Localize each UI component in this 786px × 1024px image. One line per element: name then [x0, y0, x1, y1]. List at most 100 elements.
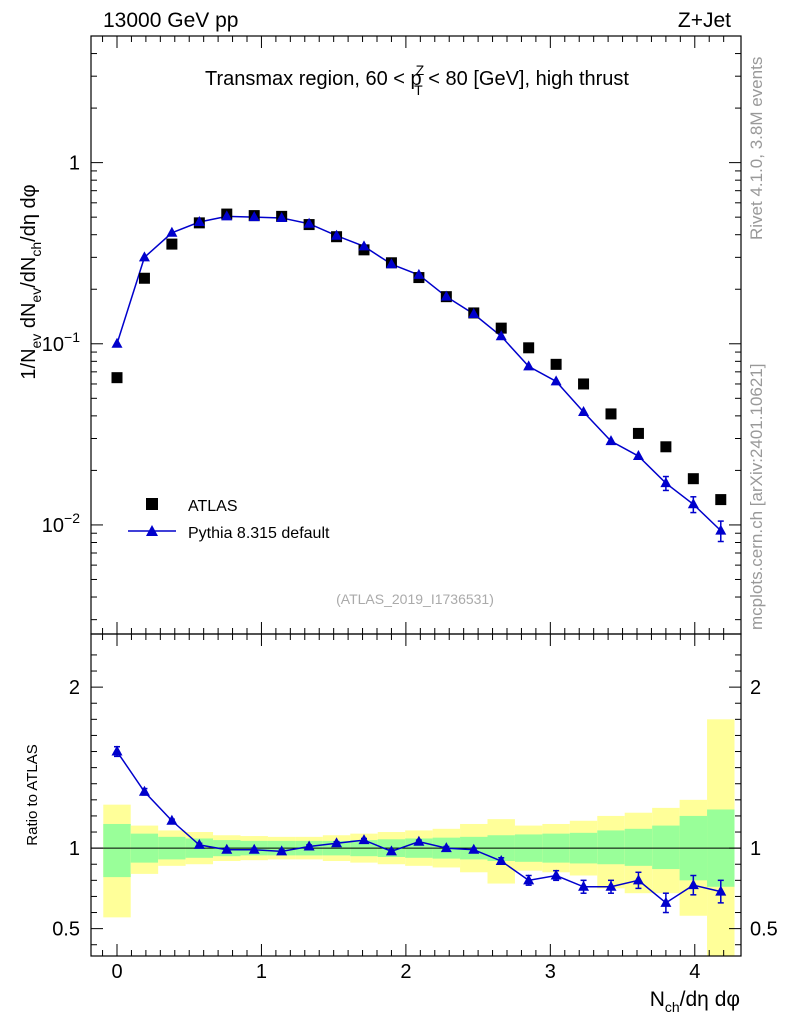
x-tick-label: 1	[256, 961, 267, 983]
x-tick-label: 3	[545, 961, 556, 983]
ratio-point	[632, 874, 644, 885]
ratio-point	[248, 843, 260, 854]
ratio-point	[358, 834, 370, 845]
ratio-inner-band	[597, 830, 625, 865]
main-y-tick-label: 10−1	[42, 329, 80, 356]
ratio-point	[715, 885, 727, 896]
main-axis-ticks: 1 10−1 10−2	[42, 35, 741, 634]
pythia-point	[385, 258, 397, 269]
main-y-axis-label: 1/Nev dNev/dNch/dη dφ	[18, 184, 44, 379]
ratio-point	[440, 842, 452, 853]
atlas-point	[578, 378, 590, 390]
ratio-plot-area	[111, 745, 727, 914]
atlas-point	[523, 342, 535, 354]
ratio-point	[495, 855, 507, 866]
main-y-tick-label: 10−2	[42, 510, 80, 537]
ratio-panel: 0.5 0.5 1 1 2 2 0 1 2 3 4 Ratio to ATLAS Nch/dη dφ	[24, 633, 778, 1015]
pythia-point	[193, 216, 205, 227]
process-label: Z+Jet	[678, 9, 731, 32]
main-panel: 1 10−1 10−2 Transmax region, 60 < pZ T < 80…	[18, 35, 742, 635]
rivet-label: Rivet 4.1.0, 3.8M events	[747, 57, 766, 240]
legend-pythia-label: Pythia 8.315 default	[188, 525, 330, 542]
ratio-axis-ticks: 0.5 0.5 1 1 2 2 0 1 2 3 4	[52, 634, 778, 983]
atlas-point	[550, 358, 562, 370]
ratio-inner-band	[652, 825, 680, 870]
ratio-y-tick-label-right: 1	[750, 838, 761, 860]
ratio-point	[166, 814, 178, 825]
ratio-point	[687, 879, 699, 890]
atlas-point	[111, 372, 123, 384]
ratio-frame	[90, 633, 742, 957]
x-tick-label: 4	[689, 961, 700, 983]
ratio-y-tick-label-left: 2	[69, 677, 80, 699]
ratio-point	[523, 874, 535, 885]
energy-label: 13000 GeV pp	[103, 9, 238, 32]
pythia-point	[248, 211, 260, 222]
main-plot-area	[111, 208, 727, 543]
x-tick-label: 0	[111, 961, 122, 983]
atlas-point	[166, 238, 178, 250]
pythia-point	[111, 337, 123, 348]
ratio-point	[138, 785, 150, 796]
pythia-point	[221, 210, 233, 221]
analysis-watermark: (ATLAS_2019_I1736531)	[336, 591, 494, 607]
pythia-line	[116, 215, 722, 532]
ratio-y-tick-label-left: 1	[69, 838, 80, 860]
pythia-point	[358, 240, 370, 251]
ratio-point	[303, 840, 315, 851]
ratio-y-tick-label-right: 2	[750, 677, 761, 699]
atlas-point	[495, 322, 507, 334]
ratio-point	[660, 896, 672, 907]
legend-atlas-marker	[146, 498, 158, 510]
pythia-point	[331, 229, 343, 240]
ratio-y-tick-label-left: 0.5	[52, 919, 80, 941]
ratio-point	[385, 845, 397, 856]
x-axis-label: Nch/dη dφ	[650, 988, 740, 1015]
atlas-point	[715, 494, 727, 506]
x-tick-label: 2	[400, 961, 411, 983]
ratio-point	[221, 843, 233, 854]
pythia-point	[303, 217, 315, 228]
ratio-point	[578, 880, 590, 891]
pythia-point	[166, 226, 178, 237]
ratio-point	[111, 745, 123, 756]
pythia-point	[715, 524, 727, 535]
ratio-point	[331, 837, 343, 848]
legend: ATLAS Pythia 8.315 default	[128, 498, 330, 542]
atlas-point	[632, 427, 644, 439]
legend-atlas-label: ATLAS	[188, 498, 238, 515]
atlas-point	[138, 272, 150, 284]
pythia-point	[523, 360, 535, 371]
pythia-point	[138, 251, 150, 262]
main-title: Transmax region, 60 < pZ T < 80 [GeV], hi…	[205, 62, 629, 98]
pythia-point	[495, 330, 507, 341]
pythia-point	[413, 268, 425, 279]
ratio-point	[550, 869, 562, 880]
main-y-tick-label: 1	[69, 153, 80, 175]
mcplots-label: mcplots.cern.ch [arXiv:2401.10621]	[747, 364, 766, 630]
ratio-point	[193, 838, 205, 849]
ratio-point	[605, 880, 617, 891]
pythia-point	[605, 435, 617, 446]
ratio-inner-band	[624, 828, 653, 866]
ratio-point	[413, 835, 425, 846]
legend-pythia-marker	[146, 525, 158, 536]
pythia-point	[550, 375, 562, 386]
pythia-point	[687, 498, 699, 509]
ratio-y-axis-label: Ratio to ATLAS	[24, 744, 41, 845]
ratio-y-tick-label-right: 0.5	[750, 919, 778, 941]
atlas-point	[687, 473, 699, 485]
ratio-point	[468, 843, 480, 854]
pythia-point	[660, 477, 672, 488]
pythia-point	[276, 211, 288, 222]
pythia-point	[468, 308, 480, 319]
atlas-point	[605, 408, 617, 420]
pythia-point	[632, 450, 644, 461]
pythia-point	[440, 290, 452, 301]
main-frame	[90, 35, 742, 635]
ratio-inner-band	[103, 823, 131, 878]
ratio-point	[276, 845, 288, 856]
atlas-point	[660, 441, 672, 453]
pythia-point	[578, 406, 590, 417]
